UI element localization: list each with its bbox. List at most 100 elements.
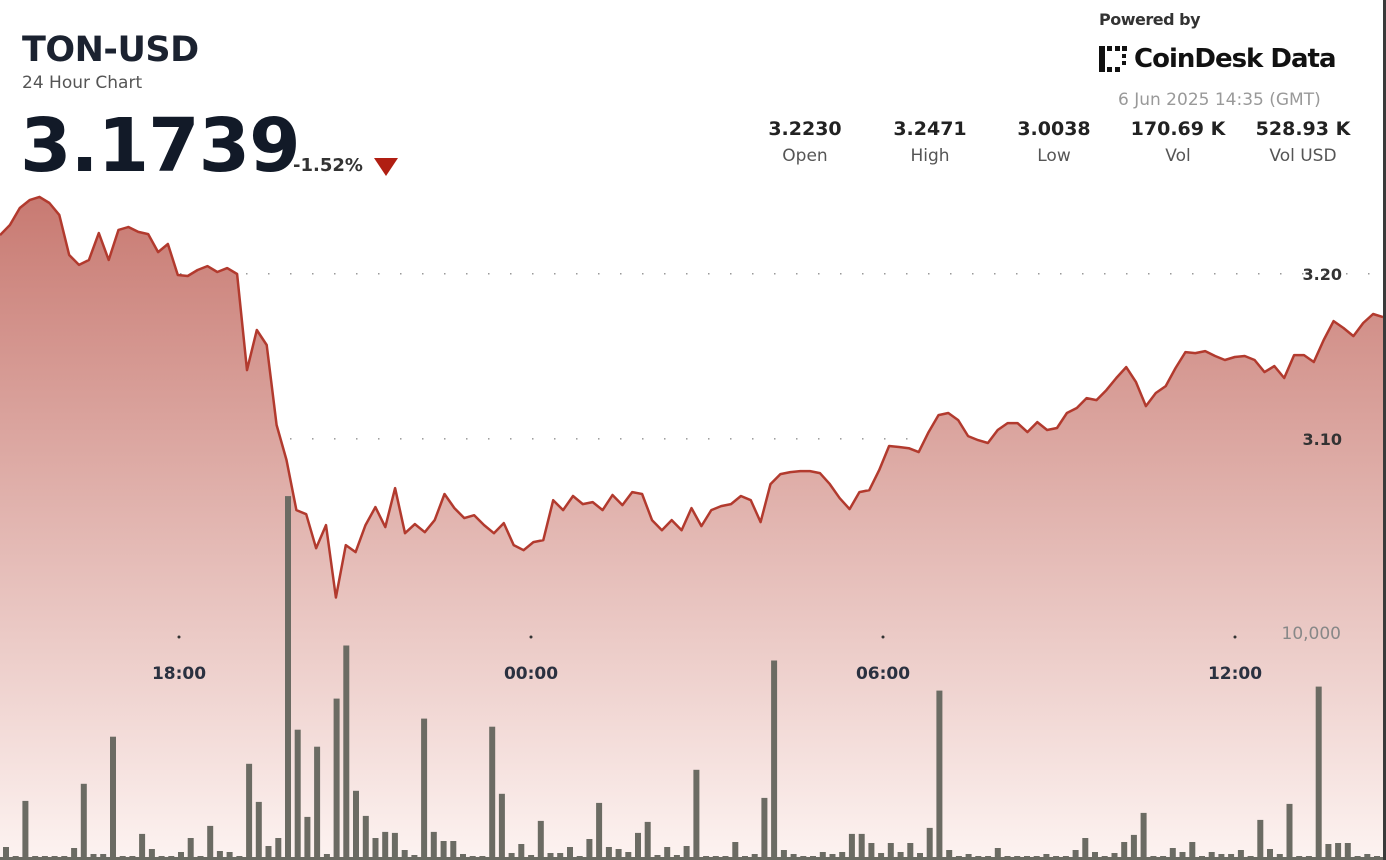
volume-bar	[1140, 812, 1147, 857]
volume-bar	[664, 847, 671, 857]
volume-bar	[528, 855, 535, 857]
price-gridline	[312, 273, 314, 275]
volume-bar	[1121, 842, 1128, 857]
volume-bar	[673, 855, 680, 857]
volume-bar	[819, 852, 826, 857]
volume-bar	[411, 855, 418, 857]
price-gridline	[620, 438, 622, 440]
price-gridline	[950, 273, 952, 275]
volume-bar	[12, 856, 19, 857]
volume-bar	[323, 854, 330, 857]
volume-bar	[858, 833, 865, 857]
volume-bar	[878, 853, 885, 857]
price-gridline	[290, 438, 292, 440]
volume-bar	[868, 843, 875, 857]
volume-bar	[1189, 842, 1196, 857]
price-gridline	[774, 438, 776, 440]
price-gridline	[884, 273, 886, 275]
stat-low: 3.0038 Low	[1017, 118, 1091, 166]
volume-bar	[32, 856, 39, 857]
price-gridline	[444, 273, 446, 275]
volume-bar	[848, 833, 855, 857]
x-tick-label: 00:00	[504, 664, 558, 684]
price-gridline	[752, 273, 754, 275]
price-gridline	[642, 273, 644, 275]
price-gridline	[532, 438, 534, 440]
volume-bar	[285, 496, 291, 857]
volume-bar	[810, 856, 816, 857]
price-gridline	[532, 273, 534, 275]
volume-bar	[1218, 854, 1225, 857]
volume-bar	[994, 848, 1001, 857]
volume-bar	[907, 843, 914, 857]
price-gridline	[642, 438, 644, 440]
volume-bar	[275, 838, 282, 857]
volume-bar	[771, 660, 778, 857]
volume-bar	[489, 726, 496, 857]
price-gridline	[378, 438, 380, 440]
volume-bar	[897, 852, 904, 857]
price-gridline	[1368, 273, 1370, 275]
price-gridline	[466, 438, 468, 440]
price-gridline	[422, 438, 424, 440]
price-gridline	[334, 273, 336, 275]
powered-by-label: Powered by	[1099, 10, 1201, 29]
volume-bar	[596, 802, 603, 857]
price-gridline	[554, 273, 556, 275]
price-gridline	[1104, 273, 1106, 275]
price-gridline	[906, 273, 908, 275]
volume-bar	[158, 856, 165, 857]
price-gridline	[488, 273, 490, 275]
volume-bar	[537, 820, 544, 857]
price-gridline	[664, 273, 666, 275]
down-arrow-icon	[374, 158, 398, 176]
volume-bar	[362, 815, 369, 857]
volume-bar	[1199, 856, 1205, 857]
y-tick-label: 3.20	[1303, 265, 1342, 284]
volume-bar	[1364, 854, 1371, 857]
price-gridline	[752, 438, 754, 440]
volume-bar	[372, 838, 379, 857]
price-gridline	[554, 438, 556, 440]
volume-bar	[1169, 848, 1176, 857]
volume-bar	[353, 790, 359, 857]
price-gridline	[576, 273, 578, 275]
volume-bar	[460, 854, 466, 857]
volume-bar	[683, 846, 690, 857]
volume-bar	[790, 854, 797, 857]
volume-bar	[100, 854, 107, 857]
volume-bar	[946, 850, 953, 857]
price-gridline	[246, 273, 248, 275]
price-gridline	[730, 438, 732, 440]
price-gridline	[708, 438, 710, 440]
volume-bar	[1082, 838, 1089, 857]
volume-bar	[236, 856, 243, 857]
volume-baseline	[0, 857, 1386, 860]
price-line	[0, 195, 1384, 599]
volume-bar	[1374, 856, 1380, 857]
volume-tick-label: 10,000	[1282, 624, 1341, 644]
price-gridline	[1016, 273, 1018, 275]
volume-bar	[187, 838, 194, 857]
chart-subtitle: 24 Hour Chart	[22, 73, 143, 93]
volume-bar	[547, 853, 554, 857]
volume-bar	[1111, 853, 1118, 857]
volume-bar	[1237, 850, 1244, 857]
volume-bar	[576, 856, 583, 857]
volume-bar	[625, 852, 632, 857]
volume-bar	[129, 856, 136, 857]
volume-bar	[139, 833, 146, 857]
price-gridline	[686, 438, 688, 440]
volume-bar	[498, 793, 505, 857]
price-gridline	[730, 273, 732, 275]
price-gridline	[576, 438, 578, 440]
price-gridline	[1192, 273, 1194, 275]
price-gridline	[1214, 273, 1216, 275]
volume-bar	[567, 847, 573, 857]
volume-bar	[1024, 856, 1030, 857]
volume-bar	[1286, 803, 1293, 857]
volume-bar	[110, 736, 116, 857]
volume-bar	[421, 718, 428, 857]
price-gridline	[620, 273, 622, 275]
